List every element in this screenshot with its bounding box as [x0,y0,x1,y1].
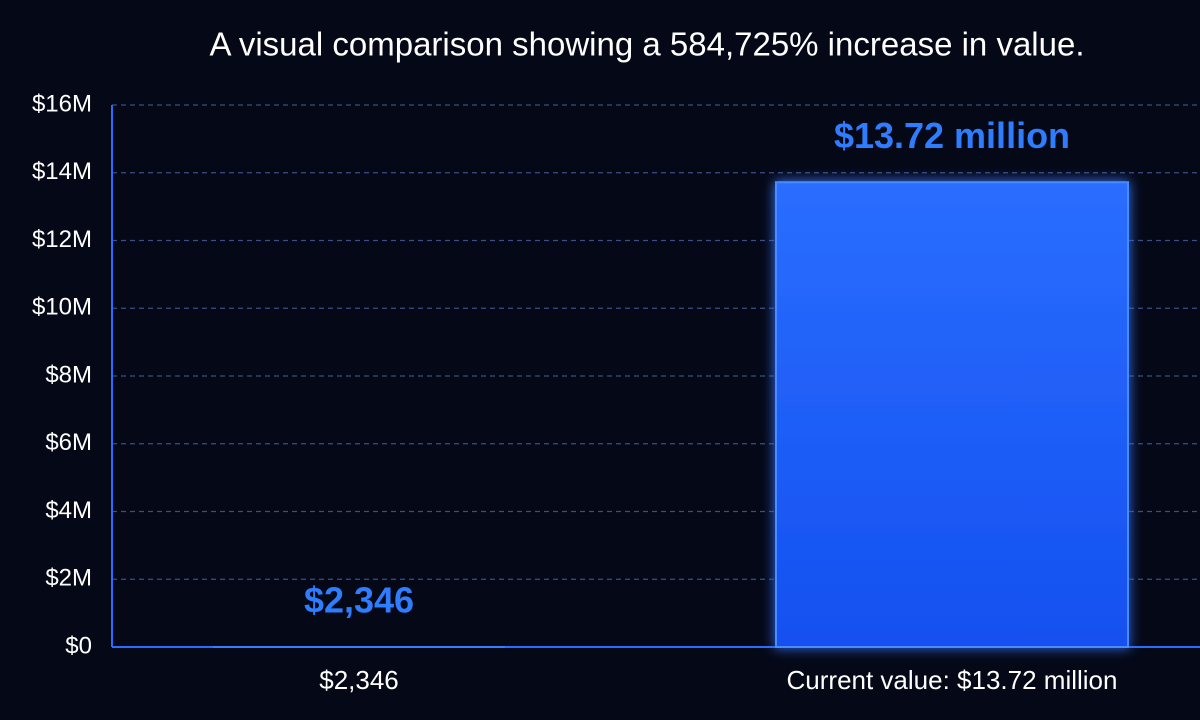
y-tick-label: $8M [45,361,92,388]
y-tick-label: $0 [65,632,92,659]
y-tick-label: $10M [32,294,92,321]
y-tick-label: $2M [45,565,92,592]
y-tick-label: $16M [32,90,92,117]
y-tick-label: $6M [45,429,92,456]
bar [775,181,1129,649]
y-tick-label: $4M [45,497,92,524]
y-tick-label: $14M [32,158,92,185]
chart-title: A visual comparison showing a 584,725% i… [209,26,1084,63]
y-tick-label: $12M [32,226,92,253]
x-tick-label: Current value: $13.72 million [787,665,1118,695]
value-label: $13.72 million [834,115,1070,156]
x-tick-label: $2,346 [319,665,399,695]
value-label: $2,346 [304,579,414,620]
